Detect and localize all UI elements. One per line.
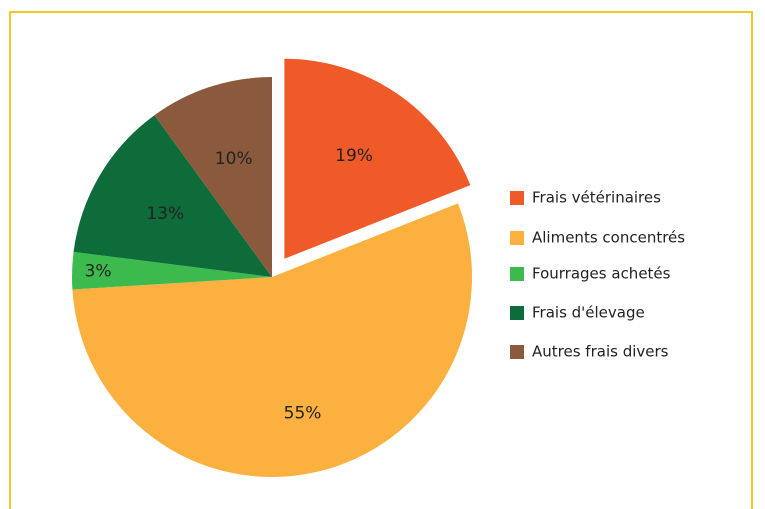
frame [9, 11, 753, 509]
pie-slice [73, 115, 272, 278]
legend-swatch [510, 231, 524, 245]
slice-label: 3% [85, 262, 112, 282]
slice-label: 55% [284, 404, 322, 424]
pie-slice [154, 77, 272, 277]
legend-swatch [510, 191, 524, 205]
slice-label: 19% [335, 146, 373, 166]
legend-label: Fourrages achetés [532, 265, 671, 283]
legend-label: Frais d'élevage [532, 304, 645, 322]
slice-label: 13% [146, 204, 184, 224]
legend-label: Aliments concentrés [532, 229, 685, 247]
pie-slice [72, 251, 272, 290]
legend-swatch [510, 267, 524, 281]
pie-slice [284, 58, 471, 259]
legend-label: Frais vétérinaires [532, 189, 661, 207]
legend-label: Autres frais divers [532, 343, 669, 361]
legend-swatch [510, 345, 524, 359]
legend-swatch [510, 306, 524, 320]
pie-slice [72, 203, 472, 478]
slice-label: 10% [215, 149, 253, 169]
